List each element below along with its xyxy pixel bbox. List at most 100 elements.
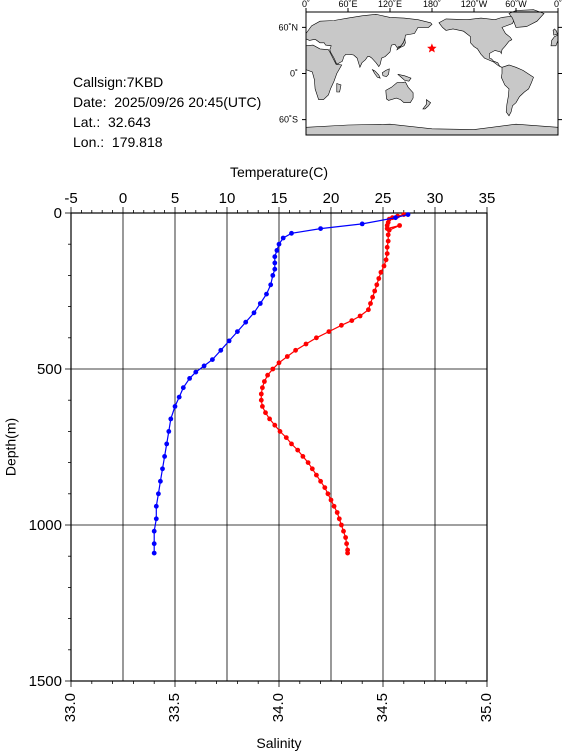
map-landmass (336, 83, 342, 93)
depth-tick-label: 500 (37, 361, 62, 378)
temperature-data-point (368, 301, 373, 306)
map-lon-label: 120˚E (378, 0, 402, 9)
date-text: Date: 2025/09/26 20:45(UTC) (73, 94, 262, 110)
temperature-data-point (326, 329, 332, 334)
temperature-data-point (386, 227, 392, 233)
salinity-data-point (156, 491, 161, 497)
temperature-data-point (263, 410, 268, 416)
map-lon-label: 180˚ (423, 0, 441, 9)
salinity-data-point (280, 235, 286, 241)
map-lon-label: 0˚ (554, 0, 562, 9)
map-landmass (305, 44, 343, 100)
temperature-data-point (318, 478, 323, 484)
temperature-axis-title: Temperature(C) (230, 164, 328, 180)
map-landmass (422, 99, 432, 110)
salinity-data-point (176, 394, 182, 400)
salinity-data-point (153, 503, 159, 509)
map-landmass (397, 74, 412, 82)
salinity-tick-label: 33.5 (166, 693, 183, 722)
latitude-text: Lat.: 32.643 (73, 114, 151, 130)
longitude-text: Lon.: 179.818 (73, 134, 163, 150)
salinity-data-point (210, 357, 215, 362)
salinity-data-point (166, 429, 172, 434)
map-lon-label: 60˚W (505, 0, 527, 9)
salinity-tick-label: 34.5 (374, 693, 391, 722)
salinity-axis-title: Salinity (256, 735, 301, 751)
temperature-data-point (265, 372, 270, 378)
salinity-data-point (264, 291, 269, 297)
temperature-tick-label: 10 (219, 190, 236, 207)
temperature-data-point (366, 307, 371, 313)
map-lat-label: 60˚N (278, 22, 298, 32)
salinity-data-point (251, 310, 257, 316)
station-marker-star (427, 43, 437, 53)
map-lon-label: 0˚ (302, 0, 310, 9)
salinity-data-point (243, 319, 249, 325)
temperature-data-point (370, 294, 375, 300)
map-landmass (385, 81, 414, 103)
temperature-data-point (385, 238, 391, 244)
map-landmass (508, 9, 545, 28)
temperature-data-point (260, 404, 265, 409)
salinity-data-point (318, 226, 323, 232)
salinity-data-point (270, 273, 276, 278)
salinity-data-point (289, 230, 294, 236)
temperature-tick-label: 25 (375, 190, 392, 207)
temperature-data-point (284, 354, 290, 359)
temperature-data-point (345, 550, 350, 556)
temperature-data-point (314, 335, 319, 341)
depth-tick-label: 1500 (29, 673, 62, 690)
salinity-data-point (272, 266, 278, 272)
temperature-data-point (262, 379, 267, 384)
salinity-tick-label: 34.0 (270, 693, 287, 722)
temperature-data-point (339, 522, 344, 528)
salinity-data-point (151, 528, 157, 534)
temperature-data-point (341, 528, 346, 534)
temperature-tick-label: 35 (479, 190, 496, 207)
salinity-data-point (168, 416, 174, 422)
temperature-data-point (328, 497, 334, 503)
temperature-data-point (325, 491, 331, 497)
temperature-data-point (295, 447, 301, 453)
temperature-data-point (322, 485, 328, 490)
callsign-text: Callsign:7KBD (73, 74, 164, 90)
map-landmass (552, 28, 558, 36)
map-lat-label: 60˚S (279, 115, 298, 125)
salinity-data-point (276, 241, 282, 247)
map-lat-label: 0˚ (290, 69, 298, 79)
temperature-data-point (334, 510, 340, 515)
temperature-data-point (344, 541, 349, 547)
salinity-profile-line (153, 214, 409, 554)
temperature-data-point (381, 263, 387, 269)
depth-tick-label: 0 (54, 205, 62, 222)
temperature-tick-label: 0 (119, 190, 127, 207)
temperature-data-point (331, 503, 337, 509)
temperature-data-point (385, 232, 391, 238)
salinity-tick-label: 35.0 (478, 693, 495, 722)
salinity-data-point (164, 441, 170, 447)
salinity-tick-label: 33.0 (62, 693, 79, 722)
salinity-data-point (257, 301, 263, 306)
temperature-data-point (376, 276, 382, 281)
temperature-data-point (270, 366, 276, 372)
temperature-tick-label: 30 (427, 190, 444, 207)
salinity-data-point (201, 363, 207, 369)
temperature-tick-label: 5 (171, 190, 179, 207)
temperature-data-point (289, 441, 294, 447)
salinity-data-point (405, 212, 411, 218)
map-landmass (305, 13, 433, 69)
salinity-data-point (393, 215, 398, 221)
salinity-data-point (162, 454, 168, 459)
temperature-data-point (378, 269, 384, 275)
temperature-data-point (384, 244, 390, 250)
temperature-data-point (260, 385, 265, 391)
salinity-data-point (151, 541, 157, 547)
temperature-data-point (293, 347, 298, 353)
temperature-data-point (374, 282, 380, 288)
temperature-data-point (258, 397, 264, 403)
temperature-data-point (397, 223, 402, 228)
salinity-data-point (160, 466, 165, 472)
salinity-data-point (180, 385, 186, 391)
